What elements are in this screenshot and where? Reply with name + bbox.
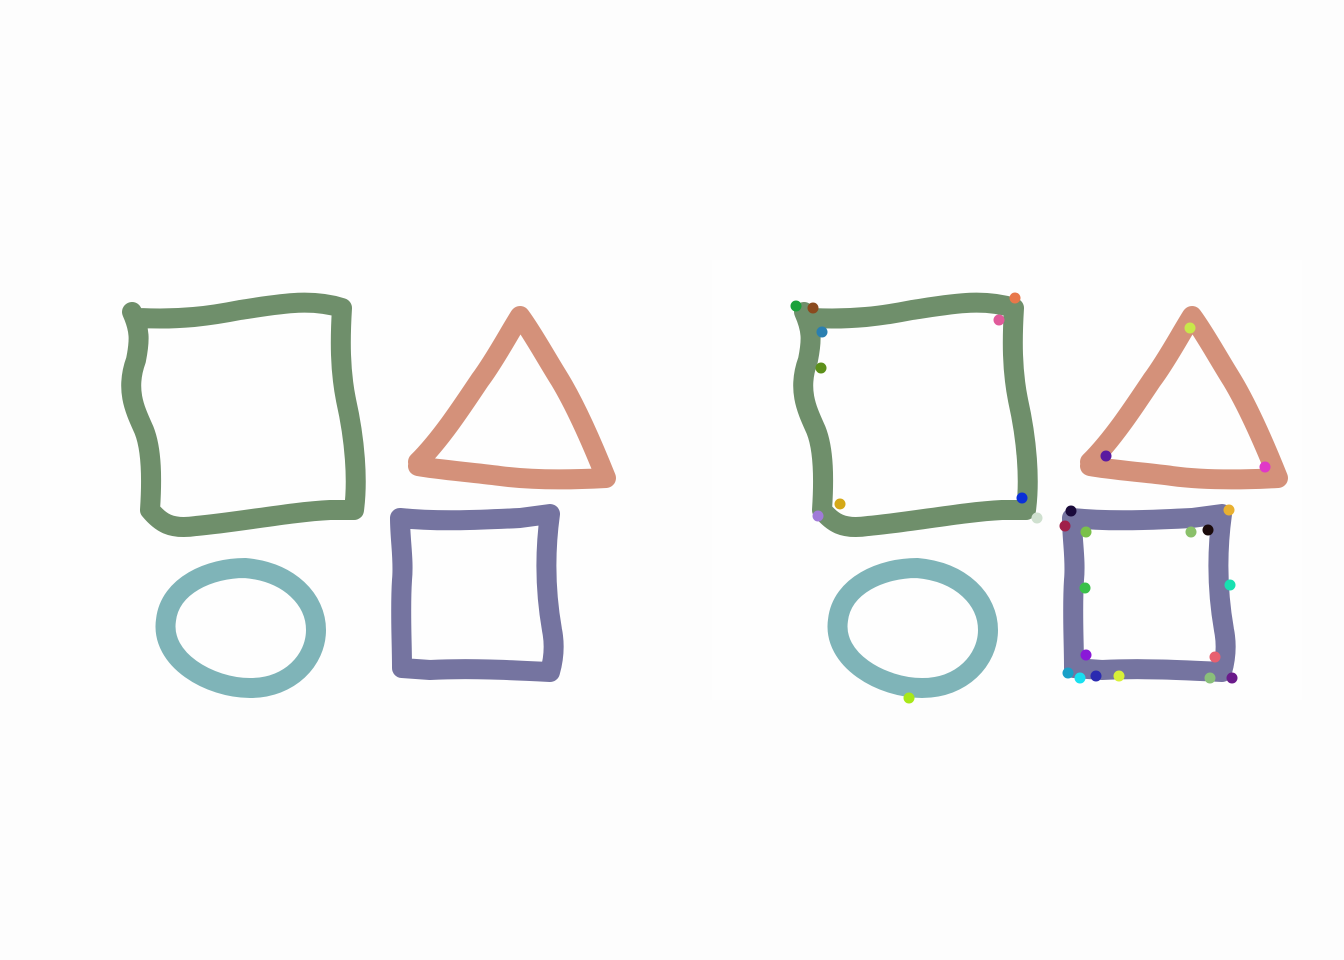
keypoint-marker (815, 362, 827, 374)
keypoint-marker (1113, 670, 1125, 682)
keypoint-marker (1059, 520, 1071, 532)
keypoint-marker (1065, 505, 1077, 517)
keypoint-marker (993, 314, 1005, 326)
keypoint-marker (812, 510, 824, 522)
keypoint-marker (834, 498, 846, 510)
keypoint-marker (1062, 667, 1074, 679)
keypoint-marker (1031, 512, 1043, 524)
keypoint-marker (790, 300, 802, 312)
keypoint-marker (1259, 461, 1271, 473)
triangle-stroke (408, 306, 616, 490)
keypoint-marker (1224, 579, 1236, 591)
square-stroke (1062, 504, 1236, 682)
square-stroke (793, 292, 1038, 537)
original-sketch-canvas (121, 292, 616, 698)
keypoint-marker (807, 302, 819, 314)
keypoint-marker (1080, 649, 1092, 661)
keypoint-marker (903, 692, 915, 704)
keypoint-marker (1204, 672, 1216, 684)
square-stroke (121, 292, 366, 537)
keypoint-marker (816, 326, 828, 338)
annotated-sketch-panel (712, 260, 1302, 704)
keypoint-marker (1223, 504, 1235, 516)
circle-stroke (827, 558, 998, 698)
keypoint-marker (1090, 670, 1102, 682)
keypoint-marker (1226, 672, 1238, 684)
keypoint-marker (1202, 524, 1214, 536)
square-stroke (390, 504, 564, 682)
annotated-sketch-canvas (790, 292, 1288, 704)
circle-stroke (155, 558, 326, 698)
keypoint-marker (1100, 450, 1112, 462)
keypoint-marker (1016, 492, 1028, 504)
keypoint-marker (1185, 526, 1197, 538)
keypoint-marker (1079, 582, 1091, 594)
triangle-stroke (1080, 306, 1288, 490)
keypoint-marker (1080, 526, 1092, 538)
original-sketch-panel (40, 260, 630, 700)
keypoint-marker (1009, 292, 1021, 304)
keypoint-marker (1209, 651, 1221, 663)
keypoint-marker (1074, 672, 1086, 684)
keypoint-marker (1184, 322, 1196, 334)
